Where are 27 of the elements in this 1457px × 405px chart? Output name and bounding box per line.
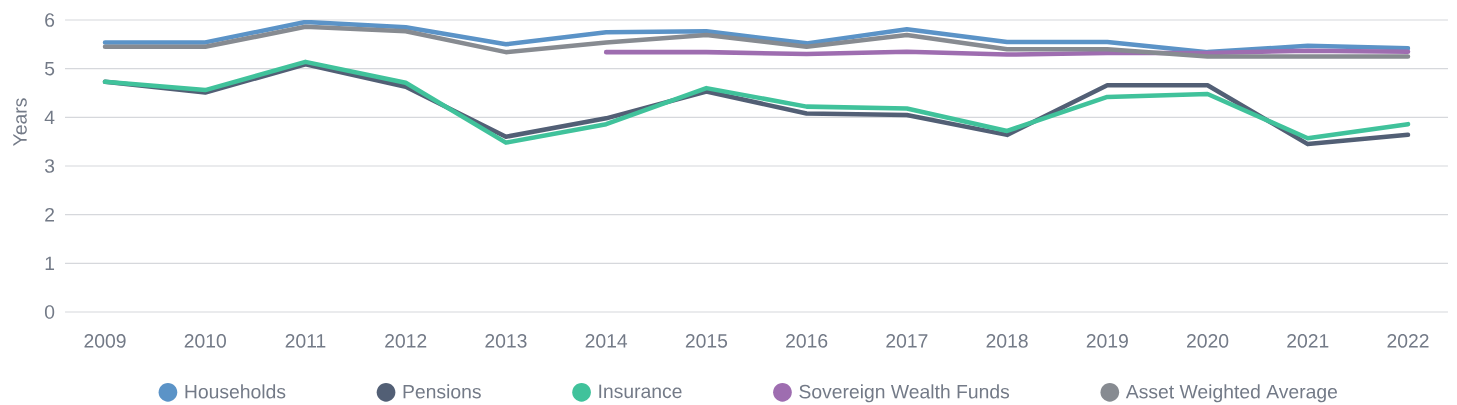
x-tick-label: 2022 (1387, 334, 1429, 348)
y-tick-label: 5 (44, 61, 55, 76)
x-tick-label: 2019 (1086, 334, 1128, 348)
x-tick-label: 2009 (84, 334, 126, 348)
x-tick-label: 2014 (585, 334, 628, 348)
x-tick-label: 2015 (685, 334, 728, 348)
x-tick-label: 2016 (786, 334, 828, 348)
legend-label: Insurance (599, 384, 682, 399)
y-tick-label: 2 (45, 207, 54, 222)
x-tick-label: 2021 (1287, 334, 1329, 348)
y-tick-label: 4 (44, 110, 55, 124)
y-tick-label: 6 (45, 13, 55, 27)
x-tick-label: 2013 (485, 334, 527, 348)
legend-label: Pensions (403, 384, 481, 399)
legend-label: Asset Weighted Average (1125, 384, 1338, 403)
x-tick-label: 2020 (1187, 334, 1229, 348)
x-tick-label: 2017 (886, 334, 928, 348)
legend-label: Households (185, 384, 286, 399)
y-axis-title: Years (13, 98, 27, 146)
y-tick-label: 0 (44, 305, 55, 319)
y-tick-label: 1 (45, 256, 55, 270)
x-tick-label: 2018 (986, 334, 1028, 348)
legend-label: Sovereign Wealth Funds (799, 384, 1010, 403)
y-tick-label: 3 (44, 159, 55, 173)
x-tick-label: 2012 (385, 334, 427, 348)
x-tick-label: 2011 (285, 334, 326, 348)
x-tick-label: 2010 (184, 334, 226, 348)
